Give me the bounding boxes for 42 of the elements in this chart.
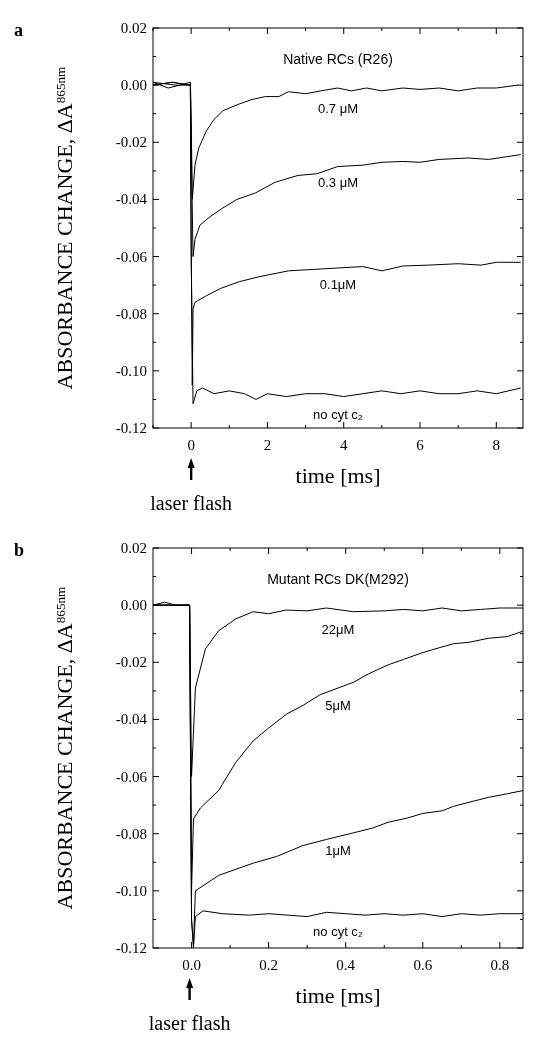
x-tick-label: 6	[416, 437, 425, 453]
y-tick-label: -0.06	[115, 248, 148, 265]
y-tick-label: -0.06	[115, 768, 148, 785]
y-tick-label: -0.08	[115, 825, 147, 842]
series-label: 5μM	[325, 698, 351, 713]
series-label: 22μM	[321, 621, 355, 637]
y-tick-label: -0.10	[115, 882, 147, 899]
text: b	[14, 540, 25, 560]
x-axis-title: time [ms]	[295, 463, 381, 488]
series-label: 0.7 μM	[317, 100, 359, 116]
series-label: 1μM	[325, 842, 351, 858]
series-label: no cyt c₂	[313, 923, 363, 939]
y-tick-label: -0.10	[115, 362, 147, 379]
x-tick-label: 4	[339, 437, 348, 453]
text: Mutant RCs DK(M292)	[267, 571, 409, 587]
x-tick-label: 2	[263, 437, 272, 453]
x-tick-label: 8	[492, 437, 501, 453]
y-tick-label: 0.02	[120, 20, 147, 36]
y-tick-label: -0.02	[115, 134, 147, 151]
x-tick-label: 0.4	[336, 957, 356, 973]
x-tick-label: 0	[187, 437, 195, 453]
y-tick-label: -0.08	[115, 305, 147, 322]
text: laser flash	[148, 1012, 231, 1034]
y-tick-label: 0.00	[120, 597, 147, 614]
series-label: 0.3 μM	[317, 175, 359, 191]
x-tick-label: 0.8	[490, 957, 510, 973]
y-tick-label: -0.04	[115, 191, 148, 208]
y-tick-label: -0.04	[115, 711, 148, 728]
text: laser flash	[150, 492, 232, 514]
y-tick-label: -0.12	[115, 420, 147, 436]
x-tick-label: 0.0	[182, 957, 201, 973]
x-tick-label: 0.2	[259, 957, 278, 973]
x-tick-label: 0.6	[413, 957, 433, 973]
series-label: no cyt c₂	[313, 406, 363, 422]
text: a	[14, 20, 23, 40]
y-tick-label: 0.02	[120, 540, 147, 556]
y-tick-label: 0.00	[120, 77, 147, 94]
y-tick-label: -0.12	[115, 940, 147, 956]
x-axis-title: time [ms]	[295, 983, 381, 1008]
text: Native RCs (R26)	[283, 51, 393, 67]
series-label: 0.1μM	[319, 276, 357, 292]
y-tick-label: -0.02	[115, 654, 147, 671]
